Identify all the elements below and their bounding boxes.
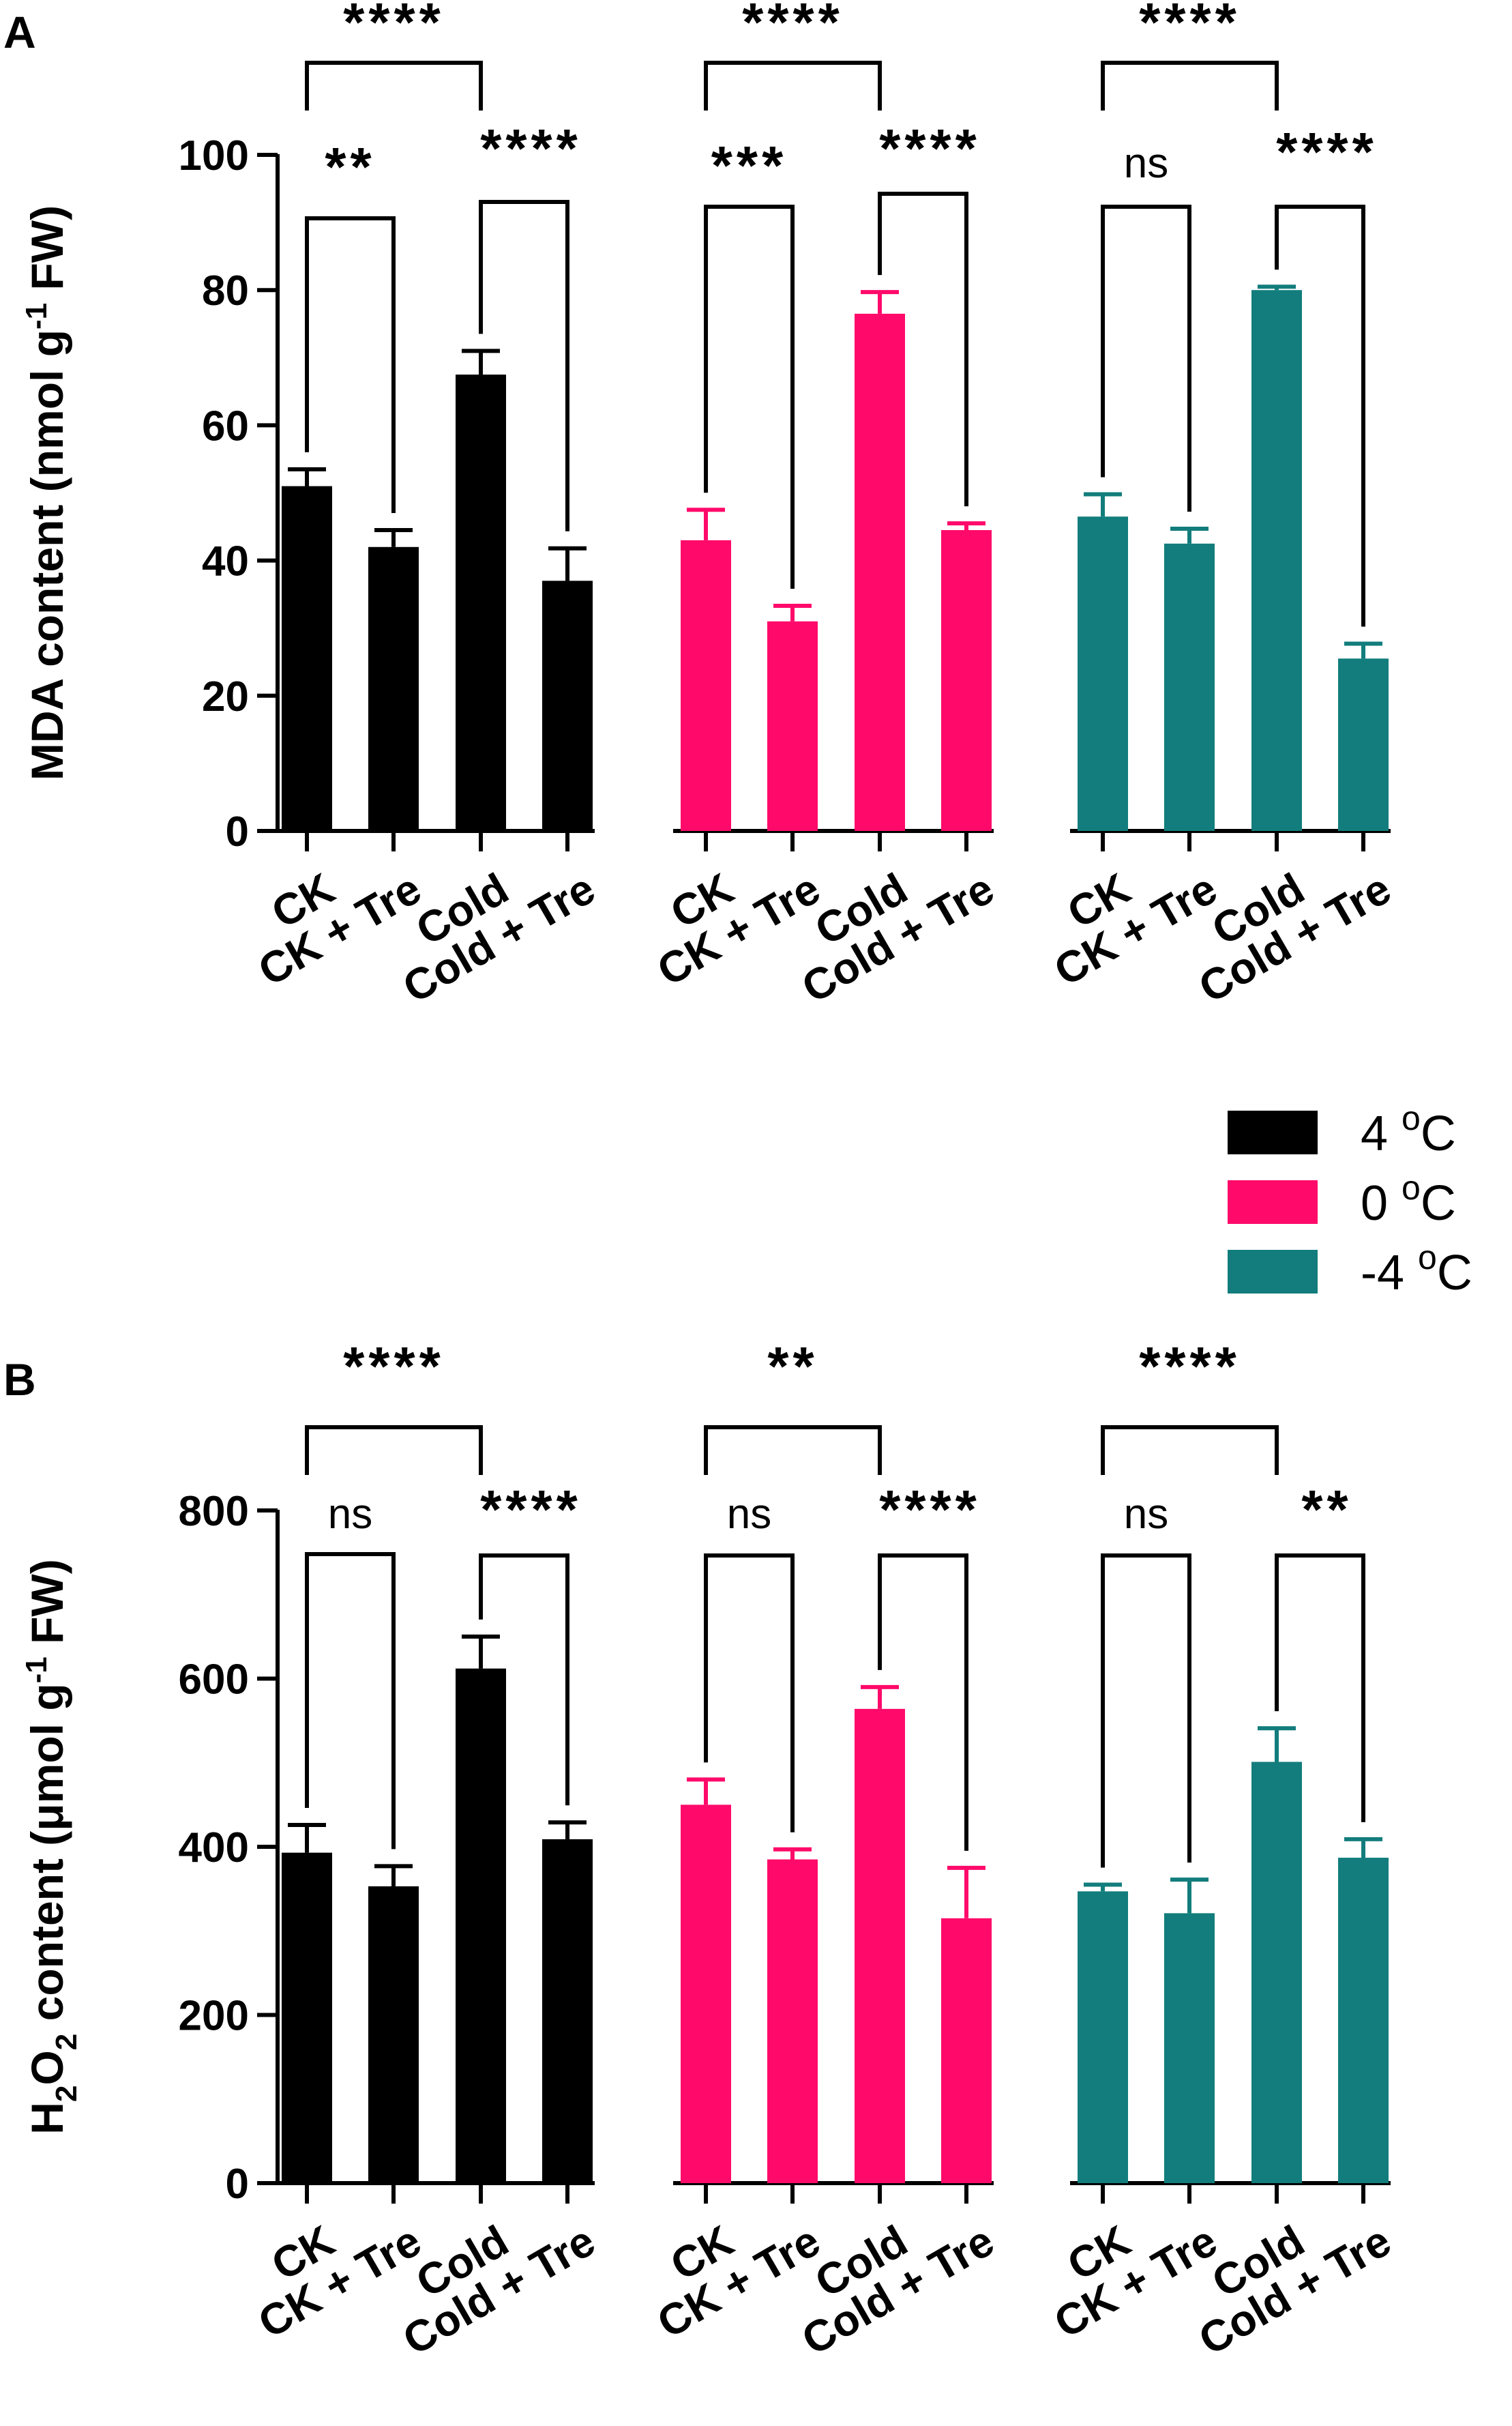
legend-label: -4 oC — [1361, 1238, 1472, 1300]
panel-a-y-tick-label: 80 — [202, 267, 249, 315]
panel-a-bar — [542, 581, 593, 831]
panel-a-sig-label-left: *** — [711, 135, 787, 196]
panel-b-sig-bracket-top — [704, 1425, 882, 1475]
panel-a-sig-bracket-top — [1101, 61, 1279, 111]
panel-a-bar — [1338, 658, 1389, 831]
panel-b-y-tick-label: 400 — [179, 1824, 249, 1871]
panel-b-bar — [368, 1886, 419, 2183]
panel-a-sig-label-right: **** — [1276, 121, 1378, 182]
panel-a-bar — [681, 540, 731, 831]
legend-label: 0 oC — [1361, 1169, 1456, 1231]
panel-b-sig-label-left: ns — [328, 1491, 372, 1538]
panel-a-sig-bracket-top — [704, 61, 882, 111]
panel-b-bar — [456, 1668, 506, 2183]
panel-a-label: A — [3, 7, 36, 57]
panel-a-bar — [368, 546, 419, 831]
legend-swatch — [1228, 1180, 1318, 1224]
panel-b-bar — [1164, 1913, 1215, 2183]
panel-b-bar — [941, 1918, 992, 2183]
panel-a-sig-label-right: **** — [480, 118, 582, 179]
panel-b-bar — [681, 1804, 731, 2183]
panel-b-bar — [1338, 1858, 1389, 2183]
panel-b-sig-label-top: **** — [1139, 1336, 1241, 1397]
panel-b-bar — [1078, 1891, 1128, 2183]
legend-swatch — [1228, 1111, 1318, 1154]
legend-swatch — [1228, 1250, 1318, 1294]
panel-a-bar — [456, 375, 506, 831]
panel-b-bar — [1251, 1762, 1302, 2183]
panel-a-sig-label-top: **** — [1139, 0, 1241, 53]
panel-a-sig-label-right: **** — [879, 118, 981, 179]
panel-b-label: B — [3, 1354, 36, 1405]
panel-b-sig-label-top: ** — [767, 1336, 818, 1397]
panel-a-sig-label-left: ns — [1124, 140, 1168, 187]
panel-a-sig-bracket-left — [1101, 205, 1191, 512]
panel-a-sig-bracket-left — [704, 205, 795, 589]
panel-a-y-tick-label: 40 — [202, 538, 249, 585]
panel-b-sig-label-left: ns — [1124, 1491, 1168, 1538]
panel-b-y-tick-label: 0 — [226, 2161, 249, 2208]
panel-a-sig-bracket-right — [1275, 205, 1365, 627]
panel-a-y-tick-label: 60 — [202, 403, 249, 450]
panel-b-bar — [282, 1852, 332, 2183]
legend-label: 4 oC — [1361, 1099, 1456, 1161]
panel-b-sig-bracket-top — [1101, 1425, 1279, 1475]
panel-a-y-tick-label: 20 — [202, 673, 249, 720]
panel-b-sig-bracket-left — [1101, 1553, 1191, 1868]
panel-b-sig-bracket-right — [479, 1553, 569, 1806]
panel-b-sig-label-right: **** — [879, 1479, 981, 1540]
panel-b-sig-bracket-top — [305, 1425, 483, 1475]
panel-b-y-tick-label: 800 — [179, 1488, 249, 1535]
panel-b-y-tick-label: 200 — [179, 1993, 249, 2040]
panel-a-sig-label-left: ** — [325, 136, 375, 197]
panel-b-sig-label-right: ** — [1301, 1479, 1352, 1540]
panel-a-sig-label-top: **** — [343, 0, 445, 53]
panel-a-bar — [941, 530, 992, 831]
panel-a-bar — [1251, 290, 1302, 831]
panel-a-bar — [1164, 543, 1215, 831]
panel-b-y-axis-title: H2O2 content (μmol g-1 FW) — [20, 1559, 83, 2134]
panel-b-bar — [855, 1708, 905, 2183]
panel-a-sig-bracket-top — [305, 61, 483, 111]
panel-b-bar — [767, 1859, 818, 2183]
panel-b-bar — [542, 1839, 593, 2183]
panel-a-bar — [855, 313, 905, 831]
panel-a-sig-label-top: **** — [742, 0, 844, 53]
panel-a-bar — [1078, 516, 1128, 831]
panel-b-sig-bracket-right — [878, 1553, 968, 1851]
panel-a-y-tick-label: 100 — [179, 132, 249, 179]
panel-a-sig-bracket-left — [305, 216, 396, 514]
panel-b-sig-label-left: ns — [727, 1491, 771, 1538]
panel-a-y-axis-title: MDA content (nmol g-1 FW) — [20, 205, 72, 780]
panel-b-sig-label-top: **** — [343, 1336, 445, 1397]
panel-a-sig-bracket-right — [878, 192, 968, 507]
panel-a-bar — [282, 486, 332, 831]
panel-b-sig-bracket-right — [1275, 1553, 1365, 1822]
panel-a-sig-bracket-right — [479, 200, 569, 531]
panel-b-sig-bracket-left — [704, 1553, 795, 1832]
panel-b-sig-label-right: **** — [480, 1479, 582, 1540]
panel-b-y-tick-label: 600 — [179, 1656, 249, 1704]
panel-a-y-tick-label: 0 — [226, 808, 249, 856]
panel-a-bar — [767, 621, 818, 831]
panel-b-sig-bracket-left — [305, 1552, 396, 1850]
